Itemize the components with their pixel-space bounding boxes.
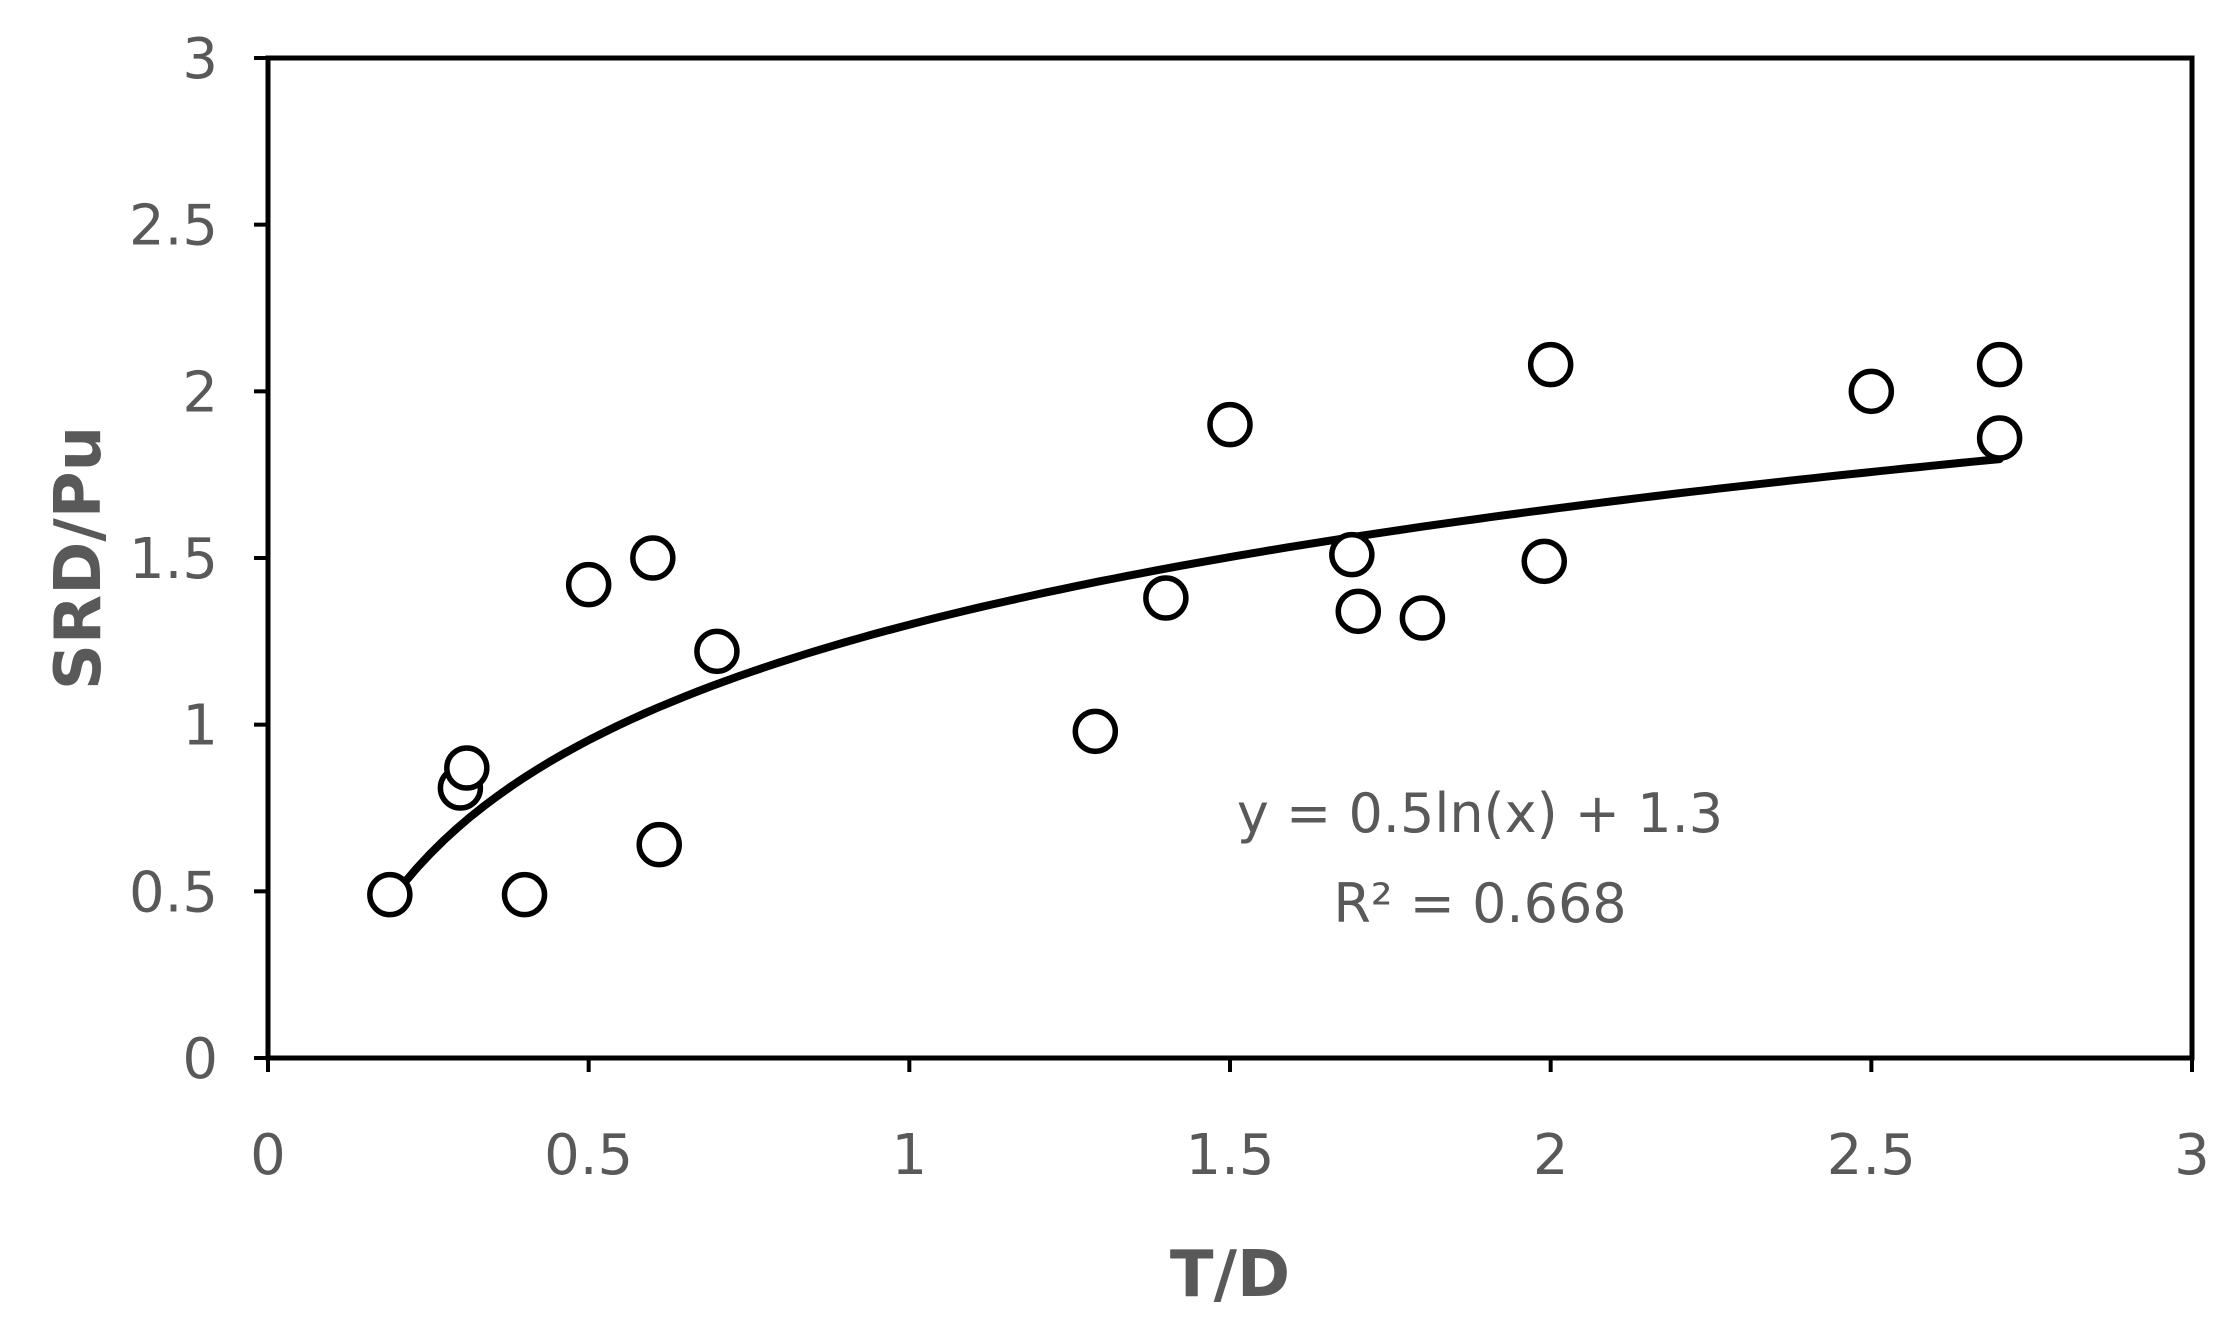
x-axis-ticks: 0 0.5 1 1.5 2 2.5 3	[250, 1058, 2210, 1188]
y-tick-label: 2	[182, 360, 218, 425]
data-point	[1399, 595, 1446, 641]
y-tick-label: 3	[182, 27, 218, 92]
y-tick-label: 1.5	[129, 527, 218, 592]
data-point	[1527, 341, 1574, 388]
x-tick-label: 0	[250, 1123, 286, 1188]
x-tick-label: 1.5	[1185, 1123, 1274, 1188]
y-tick-label: 2.5	[129, 194, 218, 259]
x-tick-label: 3	[2174, 1123, 2210, 1188]
x-axis-title: T/D	[1170, 1238, 1290, 1312]
data-point	[1521, 538, 1568, 585]
data-point	[1335, 588, 1382, 635]
data-point	[1848, 368, 1895, 415]
y-tick-label: 0.5	[129, 860, 218, 925]
trendline	[385, 455, 2004, 906]
data-point	[694, 628, 740, 675]
data-point	[630, 535, 676, 581]
data-point	[1976, 415, 2023, 461]
x-tick-label: 2	[1533, 1123, 1569, 1188]
y-tick-label: 0	[182, 1027, 218, 1092]
x-tick-label: 0.5	[544, 1123, 633, 1188]
data-point	[501, 871, 548, 918]
r-squared-label: R² = 0.668	[1333, 872, 1626, 935]
y-axis-title: SRD/Pu	[42, 426, 116, 690]
data-point	[1072, 708, 1119, 755]
data-point	[367, 871, 413, 918]
data-point	[1207, 401, 1253, 448]
y-axis-ticks: 0 0.5 1 1.5 2 2.5 3	[129, 27, 268, 1092]
data-point	[444, 745, 490, 791]
data-point	[565, 561, 612, 608]
data-point	[1143, 575, 1189, 621]
data-point	[636, 821, 682, 868]
data-point	[1976, 341, 2023, 388]
x-tick-label: 2.5	[1827, 1123, 1916, 1188]
equation-label: y = 0.5ln(x) + 1.3	[1237, 782, 1723, 845]
trendline-curve	[385, 455, 2004, 906]
y-tick-label: 1	[182, 694, 218, 759]
data-point	[1329, 531, 1375, 578]
x-tick-label: 1	[892, 1123, 928, 1188]
data-points	[367, 341, 2023, 918]
